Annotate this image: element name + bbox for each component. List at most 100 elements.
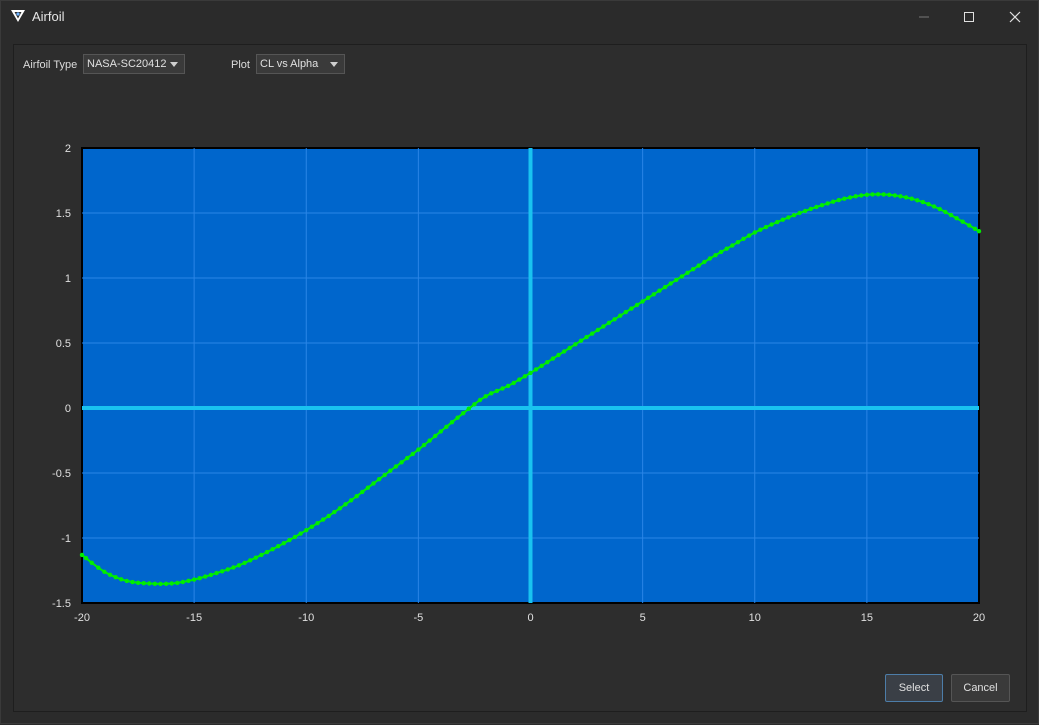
- data-point: [332, 509, 337, 515]
- data-point: [696, 263, 701, 268]
- data-point: [595, 327, 600, 333]
- x-tick-label: 20: [973, 612, 985, 624]
- data-point: [859, 193, 864, 198]
- data-point: [208, 572, 214, 578]
- data-point: [943, 209, 948, 215]
- data-point: [135, 580, 141, 585]
- x-tick-label: 15: [861, 612, 873, 624]
- x-tick-label: 0: [527, 612, 533, 624]
- plot-value: CL vs Alpha: [260, 58, 319, 70]
- data-point: [915, 198, 920, 203]
- data-point: [113, 575, 118, 580]
- data-point: [292, 534, 298, 540]
- data-point: [119, 577, 124, 582]
- data-point: [505, 383, 511, 389]
- data-point: [931, 204, 937, 209]
- data-point: [584, 334, 589, 340]
- data-point: [466, 406, 471, 411]
- chevron-down-icon: [330, 62, 338, 67]
- data-point: [382, 472, 387, 478]
- data-point: [309, 524, 315, 529]
- data-point: [825, 201, 830, 206]
- data-point: [433, 433, 438, 439]
- data-point: [416, 447, 421, 452]
- data-point: [668, 281, 673, 286]
- data-point: [909, 196, 914, 201]
- y-tick-label: 1.5: [56, 208, 71, 220]
- data-point: [612, 317, 617, 322]
- x-tick-label: -20: [74, 612, 90, 624]
- data-point: [567, 345, 572, 351]
- data-point: [388, 468, 393, 473]
- data-point: [545, 360, 550, 365]
- airfoil-type-dropdown[interactable]: NASA-SC20412: [83, 54, 185, 74]
- close-button[interactable]: [992, 1, 1038, 32]
- data-point: [461, 411, 466, 416]
- data-point: [606, 320, 612, 325]
- data-point: [539, 363, 544, 368]
- data-point: [752, 230, 757, 235]
- close-icon: [1009, 11, 1021, 22]
- y-tick-label: -0.5: [52, 468, 71, 480]
- data-point: [500, 386, 505, 391]
- data-point: [853, 194, 858, 199]
- data-point: [629, 306, 634, 311]
- y-tick-label: 2: [65, 143, 71, 155]
- data-point: [763, 224, 769, 230]
- data-point: [320, 517, 326, 522]
- data-point: [702, 259, 707, 265]
- x-tick-label: -5: [413, 612, 423, 624]
- data-point: [651, 292, 656, 297]
- title-bar[interactable]: Airfoil: [1, 1, 1038, 32]
- select-button[interactable]: Select: [885, 674, 943, 702]
- cancel-button[interactable]: Cancel: [951, 674, 1010, 702]
- data-point: [236, 563, 242, 568]
- data-point: [903, 195, 909, 200]
- maximize-button[interactable]: [946, 1, 992, 32]
- data-point: [248, 558, 253, 563]
- data-point: [967, 223, 972, 228]
- airfoil-type-value: NASA-SC20412: [87, 58, 167, 70]
- data-point: [522, 374, 528, 379]
- data-point: [808, 206, 813, 212]
- data-point: [287, 537, 292, 543]
- data-point: [735, 240, 741, 245]
- data-point: [511, 380, 516, 386]
- data-point: [421, 442, 427, 448]
- data-point: [623, 309, 628, 315]
- data-point: [920, 199, 926, 205]
- data-point: [102, 569, 107, 574]
- y-tick-label: 1: [65, 273, 71, 285]
- x-tick-label: -15: [186, 612, 202, 624]
- data-point: [775, 219, 780, 225]
- data-point: [298, 531, 303, 536]
- data-point: [477, 397, 483, 403]
- plot-dropdown[interactable]: CL vs Alpha: [256, 54, 345, 74]
- data-point: [315, 521, 320, 526]
- data-point: [657, 288, 662, 293]
- data-point: [376, 477, 382, 482]
- data-point: [371, 481, 376, 486]
- data-point: [528, 370, 533, 376]
- data-point: [220, 569, 225, 574]
- minimize-button[interactable]: [901, 1, 947, 32]
- data-point: [758, 227, 763, 232]
- data-point: [242, 560, 247, 566]
- data-point: [836, 197, 841, 203]
- data-point: [264, 549, 270, 555]
- data-point: [203, 574, 208, 579]
- data-point: [926, 202, 931, 207]
- data-point: [489, 391, 494, 396]
- data-point: [96, 565, 101, 570]
- data-point: [769, 222, 774, 227]
- data-point: [685, 270, 690, 275]
- data-point: [225, 567, 230, 572]
- data-point: [831, 199, 836, 204]
- data-point: [730, 243, 735, 248]
- data-point: [847, 195, 853, 200]
- chevron-down-icon: [170, 62, 178, 67]
- airfoil-type-label: Airfoil Type: [23, 59, 78, 71]
- data-point: [556, 352, 561, 358]
- data-point: [253, 555, 258, 560]
